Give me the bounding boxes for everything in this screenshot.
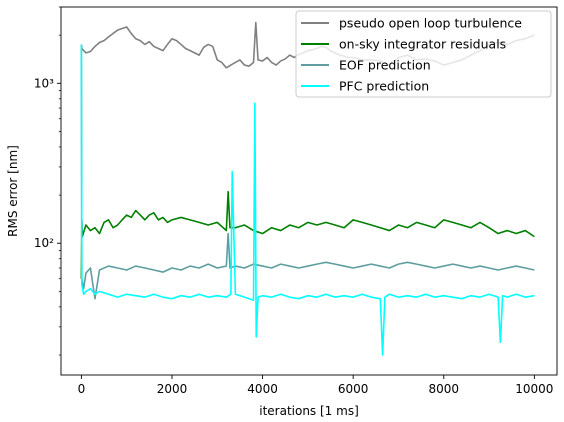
series-line-2 — [80, 190, 535, 279]
y-tick-label: 10³ — [34, 76, 54, 90]
x-tick-label: 0 — [78, 382, 86, 396]
legend-box — [295, 10, 552, 98]
x-tick-label: 6000 — [338, 382, 369, 396]
x-tick-label: 10000 — [515, 382, 553, 396]
legend-label-1: pseudo open loop turbulence — [339, 16, 522, 31]
x-tick-label: 8000 — [428, 382, 459, 396]
series-line-4 — [80, 44, 535, 356]
series-line-3 — [80, 44, 535, 300]
axes-frame — [60, 6, 558, 376]
legend-label-2: on-sky integrator residuals — [339, 37, 506, 52]
legend-label-4: PFC prediction — [339, 79, 429, 94]
y-axis-label: RMS error [nm] — [6, 145, 20, 237]
x-axis-label: iterations [1 ms] — [259, 404, 359, 418]
axes: 0 2000 4000 6000 8000 10000 10² 10³ iterations [… — [6, 6, 558, 418]
x-tick-label: 2000 — [157, 382, 188, 396]
legend-label-3: EOF prediction — [339, 58, 431, 73]
y-tick-label: 10² — [34, 236, 54, 250]
x-tick-label: 4000 — [247, 382, 278, 396]
legend: pseudo open loop turbulence on-sky integr… — [295, 10, 552, 98]
